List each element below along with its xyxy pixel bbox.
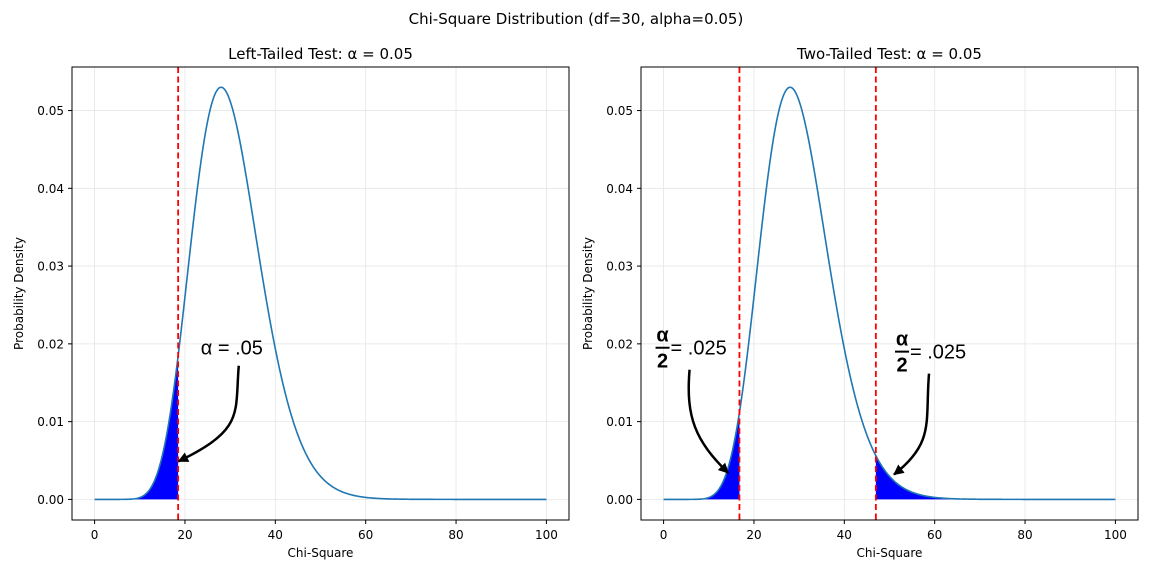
x-tick-label: 100 bbox=[1104, 528, 1127, 542]
plot-frame bbox=[640, 66, 1139, 521]
x-tick-label: 100 bbox=[535, 528, 558, 542]
y-tick-label: 0.00 bbox=[37, 493, 64, 507]
annotation-denominator: 2 bbox=[657, 351, 668, 373]
x-tick-label: 80 bbox=[1017, 528, 1032, 542]
y-axis-label: Probability Density bbox=[581, 237, 595, 350]
annotation-text: = .025 bbox=[671, 338, 727, 360]
rejection-region bbox=[875, 455, 1116, 500]
x-axis-label: Chi-Square bbox=[857, 546, 923, 560]
annotation-numerator: α bbox=[896, 329, 909, 351]
x-tick-label: 60 bbox=[927, 528, 942, 542]
x-tick-label: 80 bbox=[448, 528, 463, 542]
y-axis-label: Probability Density bbox=[12, 237, 26, 350]
annotation-denominator: 2 bbox=[896, 355, 907, 377]
density-curve bbox=[94, 86, 547, 501]
rejection-region bbox=[94, 355, 179, 500]
y-tick-label: 0.05 bbox=[606, 104, 633, 118]
annotation-numerator: α bbox=[656, 325, 669, 347]
chart-title: Left-Tailed Test: α = 0.05 bbox=[228, 45, 413, 63]
y-tick-label: 0.02 bbox=[37, 337, 64, 351]
y-tick-label: 0.01 bbox=[37, 415, 64, 429]
x-tick-label: 20 bbox=[746, 528, 761, 542]
y-tick-label: 0.02 bbox=[606, 337, 633, 351]
x-tick-label: 60 bbox=[358, 528, 373, 542]
chart-title: Two-Tailed Test: α = 0.05 bbox=[796, 45, 982, 63]
y-tick-label: 0.04 bbox=[37, 182, 64, 196]
annotation-arrow bbox=[893, 373, 931, 476]
figure-title: Chi-Square Distribution (df=30, alpha=0.… bbox=[409, 10, 744, 28]
density-curve bbox=[663, 86, 1116, 501]
annotation-text: α = .05 bbox=[201, 338, 263, 360]
annotation-arrow bbox=[177, 365, 241, 463]
y-tick-label: 0.03 bbox=[606, 260, 633, 274]
y-tick-label: 0.04 bbox=[606, 182, 633, 196]
left-tailed-chart: 0 20 40 60 80 100 0.00 0.01 0.02 0.03 0.04 0.05 Left… bbox=[12, 45, 570, 560]
y-tick-label: 0.00 bbox=[606, 493, 633, 507]
x-tick-label: 0 bbox=[91, 528, 99, 542]
two-tailed-chart: 0 20 40 60 80 100 0.00 0.01 0.02 0.03 0.04 0.05 Two-… bbox=[581, 45, 1139, 560]
rejection-region bbox=[663, 412, 740, 500]
x-tick-label: 20 bbox=[177, 528, 192, 542]
x-tick-label: 40 bbox=[837, 528, 852, 542]
y-tick-label: 0.01 bbox=[606, 415, 633, 429]
y-tick-label: 0.03 bbox=[37, 260, 64, 274]
x-tick-label: 0 bbox=[660, 528, 668, 542]
x-tick-label: 40 bbox=[268, 528, 283, 542]
y-tick-label: 0.05 bbox=[37, 104, 64, 118]
x-axis-label: Chi-Square bbox=[288, 546, 354, 560]
annotation-arrow bbox=[687, 369, 730, 474]
annotation-text: = .025 bbox=[910, 342, 966, 364]
plot-frame bbox=[71, 66, 570, 521]
